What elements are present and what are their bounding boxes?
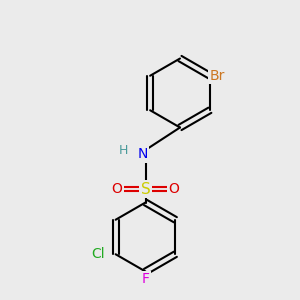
Text: N: N xyxy=(137,148,148,161)
Text: Cl: Cl xyxy=(92,247,105,261)
Text: H: H xyxy=(119,143,129,157)
Text: O: O xyxy=(169,182,179,196)
Text: O: O xyxy=(112,182,122,196)
Text: Br: Br xyxy=(210,69,225,83)
Text: F: F xyxy=(142,272,149,286)
Text: S: S xyxy=(141,182,150,196)
